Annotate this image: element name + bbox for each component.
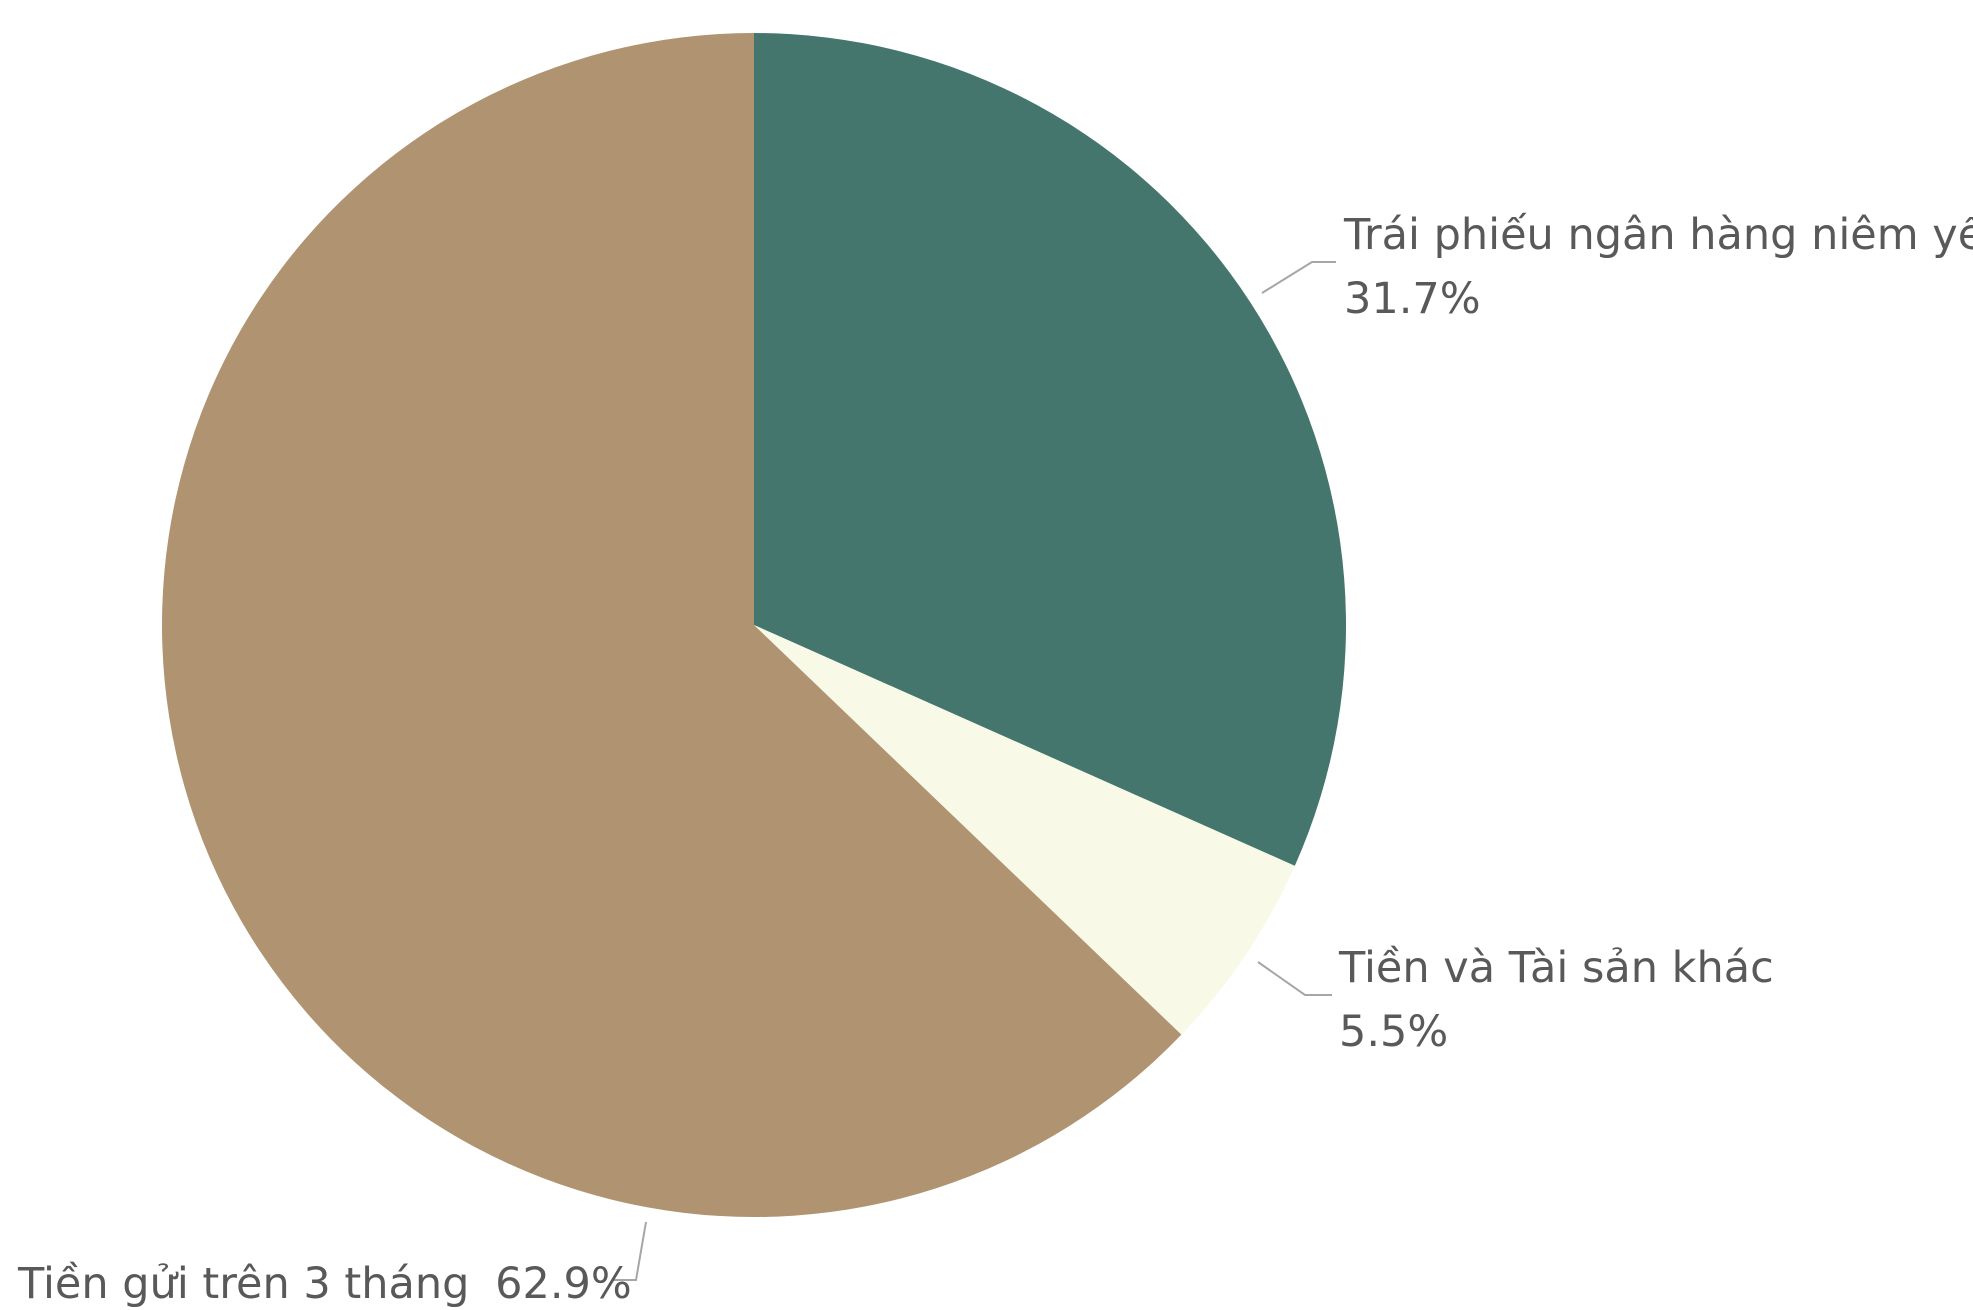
- slice-label-bonds: Trái phiếu ngân hàng niêm yết: [1343, 210, 1973, 260]
- leader-line-cash: [1257, 961, 1332, 996]
- slice-label-cash: Tiền và Tài sản khác: [1338, 943, 1774, 993]
- leader-line-deposits: [612, 1221, 647, 1281]
- label-group-bonds: Trái phiếu ngân hàng niêm yết 31.7%: [1261, 210, 1973, 324]
- slice-cash: [754, 625, 1295, 1035]
- slice-deposits: [162, 33, 1182, 1217]
- label-group-cash: Tiền và Tài sản khác 5.5%: [1257, 943, 1774, 1057]
- slice-value-cash: 5.5%: [1339, 1007, 1448, 1057]
- slice-value-bonds: 31.7%: [1344, 274, 1481, 324]
- slice-value-deposits: 62.9%: [495, 1259, 632, 1309]
- leader-line-bonds: [1261, 261, 1336, 294]
- pie-slices: [162, 33, 1346, 1217]
- slice-label-deposits-name: Tiền gửi trên 3 tháng: [17, 1259, 469, 1309]
- slice-label-deposits: Tiền gửi trên 3 tháng 62.9%: [17, 1259, 632, 1309]
- label-group-deposits: Tiền gửi trên 3 tháng 62.9%: [17, 1221, 647, 1309]
- slice-bonds: [754, 33, 1346, 866]
